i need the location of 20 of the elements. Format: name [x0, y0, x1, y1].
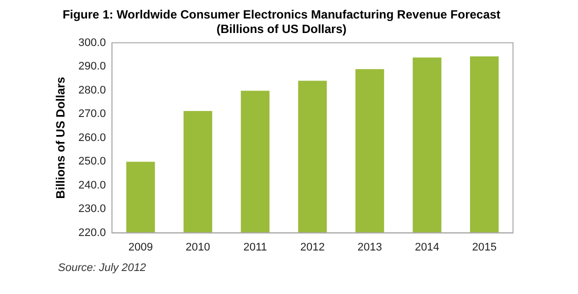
- x-tick-label: 2014: [414, 241, 440, 254]
- x-tick-label: 2011: [243, 241, 267, 254]
- y-tick-label: 260.0: [78, 132, 106, 144]
- y-tick-label: 230.0: [78, 203, 106, 216]
- y-tick-label: 270.0: [78, 108, 106, 120]
- y-axis-title: Billions of US Dollars: [54, 76, 68, 199]
- y-tick-label: 290.0: [78, 60, 106, 73]
- x-tick-label: 2015: [472, 241, 497, 254]
- y-tick-label: 240.0: [78, 179, 106, 192]
- y-tick-label: 300.0: [78, 36, 106, 49]
- source-note: Source: July 2012: [58, 262, 146, 274]
- y-tick-label: 250.0: [78, 156, 106, 168]
- y-tick-label: 220.0: [78, 226, 106, 239]
- x-tick-label: 2013: [358, 241, 382, 254]
- x-tick-label: 2009: [128, 241, 153, 254]
- y-tick-label: 280.0: [78, 84, 106, 96]
- x-tick-label: 2012: [300, 241, 325, 254]
- text: (Billions of US Dollars): [216, 22, 347, 36]
- text: Figure 1: Worldwide Consumer Electronics Manufacturing Revenue Forecast: [62, 8, 500, 22]
- x-tick-label: 2010: [186, 241, 210, 254]
